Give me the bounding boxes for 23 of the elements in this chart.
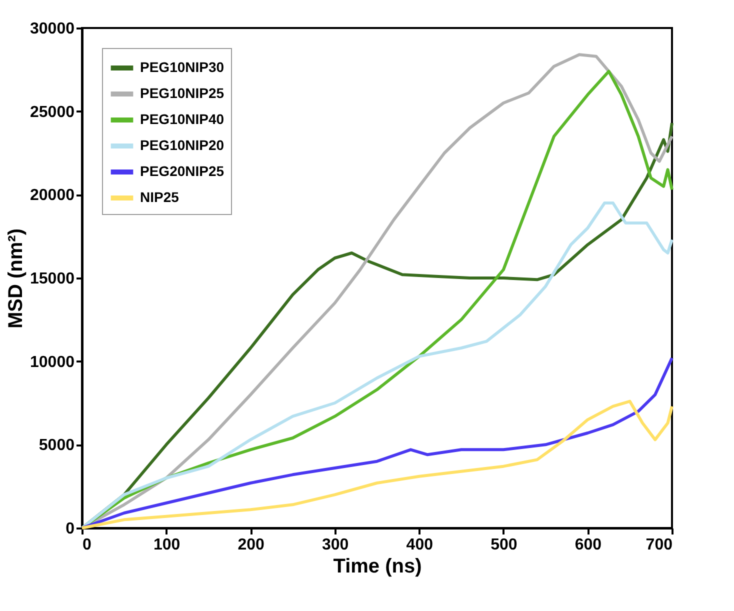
y-tick-label: 15000	[30, 270, 75, 288]
y-tick-label: 0	[66, 520, 75, 538]
x-tick-label: 100	[153, 536, 180, 554]
x-axis-title: Time (ns)	[333, 556, 422, 578]
legend-label: PEG20NIP25	[140, 163, 224, 179]
x-tick-label: 0	[82, 536, 92, 554]
y-tick-label: 20000	[30, 187, 75, 204]
x-tick-label: 700	[646, 536, 673, 554]
x-tick-label: 400	[406, 536, 434, 554]
x-tick-label: 500	[490, 536, 518, 554]
x-tick-label: 300	[322, 536, 349, 554]
y-tick-label: 10000	[30, 354, 75, 371]
x-tick-label: 600	[574, 536, 602, 554]
y-tick-label: 30000	[30, 20, 75, 38]
y-tick-label: 5000	[38, 437, 75, 454]
legend-label: PEG10NIP25	[140, 85, 224, 101]
legend-label: PEG10NIP40	[140, 111, 224, 127]
legend-label: PEG10NIP20	[140, 137, 224, 153]
y-tick-label: 25000	[30, 104, 75, 121]
y-axis-title: MSD (nm²)	[5, 228, 28, 328]
legend-label: PEG10NIP30	[140, 59, 224, 75]
legend-label: NIP25	[140, 189, 180, 205]
x-tick-label: 200	[238, 536, 265, 554]
